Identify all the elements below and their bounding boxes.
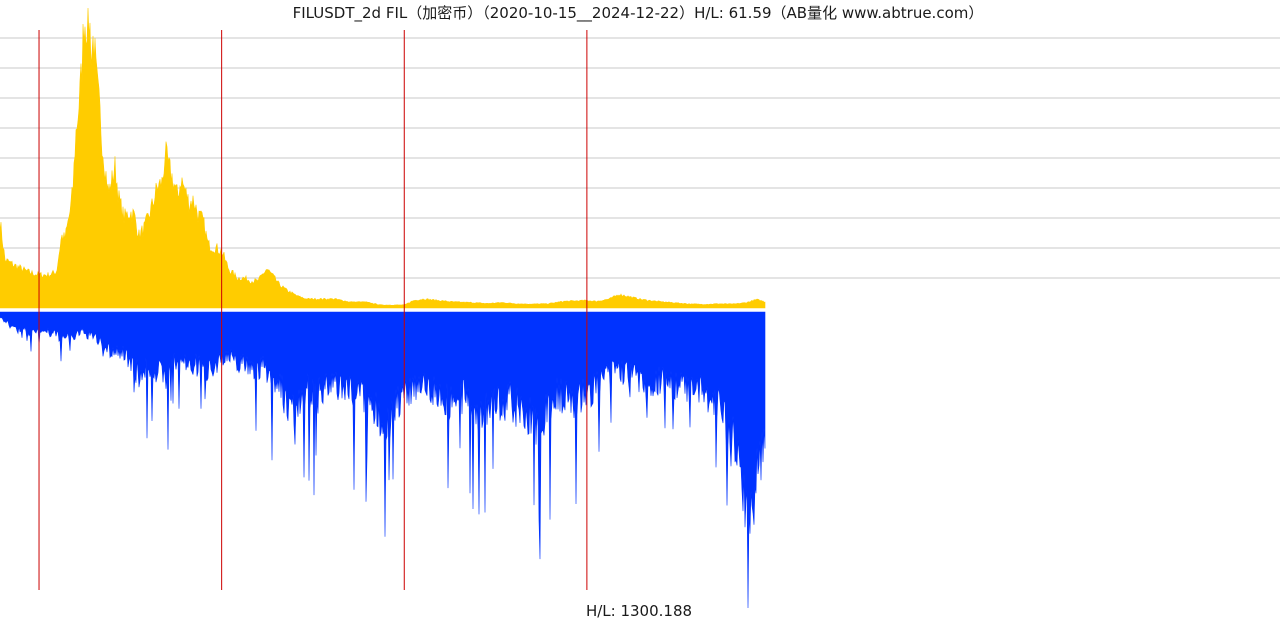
ratio-area [0,311,766,609]
price-area [0,7,766,309]
grid-lines [0,37,1280,279]
hl-label: H/L: 1300.188 [586,602,692,620]
chart-title: FILUSDT_2d FIL（加密币）（2020-10-15__2024-12-… [293,4,984,23]
ratio-series-area [0,311,766,609]
price-series-area [0,7,766,309]
year-markers [38,30,588,590]
